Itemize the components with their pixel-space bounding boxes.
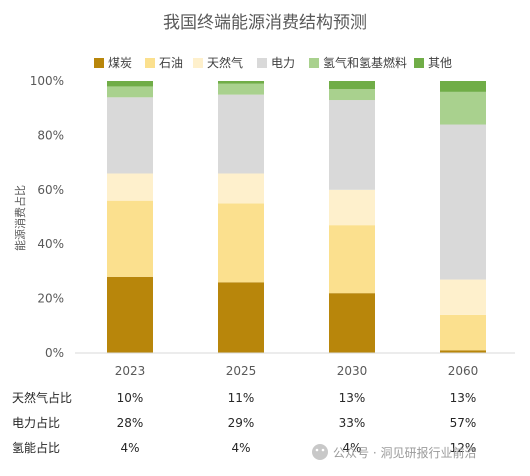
legend-swatch-4 <box>309 58 319 68</box>
bar-segment-2025-2 <box>218 173 264 204</box>
legend: 煤炭 石油 天然气 电力 氢气和氢基燃料 其他 <box>94 55 452 70</box>
y-tick-label: 0% <box>45 346 64 360</box>
bar-segment-2060-5 <box>440 81 486 92</box>
table-cell: 33% <box>339 416 366 430</box>
legend-label-4: 氢气和氢基燃料 <box>323 55 407 70</box>
legend-swatch-3 <box>257 58 267 68</box>
bar-segment-2023-1 <box>107 200 153 277</box>
bar-segment-2030-2 <box>329 189 375 226</box>
bar-segment-2023-0 <box>107 276 153 353</box>
bar-segment-2023-3 <box>107 97 153 174</box>
bars <box>107 81 486 353</box>
bar-segment-2060-0 <box>440 350 486 353</box>
bar-segment-2025-0 <box>218 282 264 353</box>
legend-label-1: 石油 <box>159 56 183 70</box>
x-axis: 2023 2025 2030 2060 <box>115 364 479 378</box>
chart-title: 我国终端能源消费结构预测 <box>163 13 367 33</box>
legend-swatch-2 <box>193 58 203 68</box>
bar-segment-2060-4 <box>440 91 486 125</box>
bar-segment-2023-2 <box>107 173 153 201</box>
y-tick-label: 40% <box>37 237 64 251</box>
bar-segment-2023-5 <box>107 81 153 87</box>
table-row-label: 天然气占比 <box>12 390 72 405</box>
legend-label-5: 其他 <box>428 56 452 70</box>
bar-segment-2030-3 <box>329 100 375 190</box>
y-tick-label: 100% <box>30 74 64 88</box>
x-tick-label: 2023 <box>115 364 146 378</box>
table-cell: 10% <box>117 391 144 405</box>
x-tick-label: 2060 <box>448 364 479 378</box>
table-row-label: 氢能占比 <box>12 440 60 455</box>
watermark-source: 公众号 · 洞见研报行业前沿 <box>333 445 476 460</box>
table-cell: 12% <box>450 441 477 455</box>
y-axis: 0% 20% 40% 60% 80% 100% <box>30 74 64 360</box>
legend-label-3: 电力 <box>271 56 295 70</box>
y-axis-label: 能源消费占比 <box>13 185 27 251</box>
legend-swatch-5 <box>414 58 424 68</box>
bar-segment-2025-1 <box>218 203 264 283</box>
table-cell: 29% <box>228 416 255 430</box>
x-tick-label: 2030 <box>337 364 368 378</box>
legend-swatch-0 <box>94 58 104 68</box>
wechat-icon <box>312 444 328 460</box>
bar-segment-2060-2 <box>440 279 486 315</box>
table-cell: 28% <box>117 416 144 430</box>
table-cell: 4% <box>231 441 250 455</box>
table-cell: 11% <box>228 391 255 405</box>
table-cell: 57% <box>450 416 477 430</box>
table-row-label: 电力占比 <box>12 415 60 430</box>
bar-segment-2060-3 <box>440 124 486 280</box>
y-tick-label: 60% <box>37 183 64 197</box>
table-cell: 13% <box>339 391 366 405</box>
table-cell: 13% <box>450 391 477 405</box>
bar-segment-2060-1 <box>440 314 486 351</box>
x-tick-label: 2025 <box>226 364 257 378</box>
legend-label-0: 煤炭 <box>108 56 132 70</box>
bar-segment-2030-5 <box>329 81 375 90</box>
legend-label-2: 天然气 <box>207 55 243 70</box>
bar-segment-2030-1 <box>329 225 375 294</box>
y-tick-label: 80% <box>37 128 64 142</box>
bar-segment-2030-0 <box>329 293 375 353</box>
watermark: 公众号 · 洞见研报行业前沿 <box>312 444 476 460</box>
table-cell: 4% <box>120 441 139 455</box>
data-table: 天然气占比 10% 11% 13% 13% 电力占比 28% 29% 33% 57% 氢能占比 4% 4… <box>12 390 476 455</box>
bar-segment-2030-4 <box>329 89 375 101</box>
bar-segment-2025-3 <box>218 94 264 174</box>
bar-segment-2025-5 <box>218 81 264 84</box>
table-cell: 4% <box>342 441 361 455</box>
y-tick-label: 20% <box>37 292 64 306</box>
bar-segment-2025-4 <box>218 83 264 95</box>
bar-segment-2023-4 <box>107 86 153 98</box>
legend-swatch-1 <box>145 58 155 68</box>
